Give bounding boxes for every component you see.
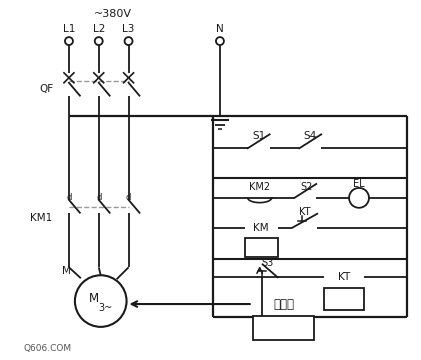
Text: L1: L1 <box>63 24 75 34</box>
Text: S3: S3 <box>261 258 274 268</box>
Bar <box>253 316 314 340</box>
Text: S1: S1 <box>252 131 265 141</box>
Text: d: d <box>96 193 101 202</box>
Text: d: d <box>126 193 131 202</box>
Text: KT: KT <box>338 272 350 282</box>
Bar <box>245 238 277 257</box>
Text: KM1: KM1 <box>30 213 52 223</box>
Text: KM: KM <box>253 222 269 233</box>
Circle shape <box>125 37 133 45</box>
Circle shape <box>349 188 369 208</box>
Text: M: M <box>89 292 99 305</box>
Text: QF: QF <box>39 84 53 94</box>
Text: KT: KT <box>299 207 311 217</box>
Text: N: N <box>216 24 224 34</box>
Text: EL: EL <box>353 179 365 189</box>
Text: 离合器: 离合器 <box>273 297 294 311</box>
Text: d: d <box>66 193 72 202</box>
Text: S4: S4 <box>304 131 317 141</box>
Text: S2: S2 <box>300 182 312 192</box>
Circle shape <box>95 37 103 45</box>
Text: L3: L3 <box>123 24 135 34</box>
Text: ~380V: ~380V <box>93 9 132 19</box>
Circle shape <box>216 37 224 45</box>
Text: KM2: KM2 <box>249 182 270 192</box>
Bar <box>324 288 364 310</box>
Text: M: M <box>61 266 70 276</box>
Text: Q606.COM: Q606.COM <box>23 344 72 353</box>
Text: L2: L2 <box>93 24 105 34</box>
Circle shape <box>65 37 73 45</box>
Circle shape <box>75 275 127 327</box>
Text: 3~: 3~ <box>99 303 113 313</box>
